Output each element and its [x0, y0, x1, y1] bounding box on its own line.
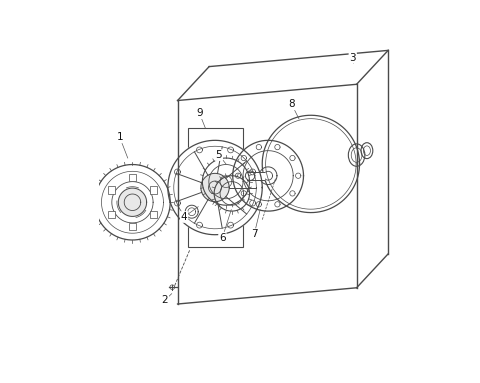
Polygon shape — [262, 115, 360, 213]
Polygon shape — [168, 140, 262, 235]
Text: 8: 8 — [288, 99, 295, 110]
Bar — [129, 174, 136, 181]
Text: 5: 5 — [216, 150, 222, 160]
Bar — [150, 187, 157, 193]
Polygon shape — [185, 205, 198, 218]
Polygon shape — [214, 176, 250, 211]
Text: 9: 9 — [196, 108, 203, 118]
Polygon shape — [233, 140, 303, 211]
Polygon shape — [247, 172, 264, 180]
Ellipse shape — [348, 144, 365, 166]
Bar — [108, 187, 115, 193]
Text: 6: 6 — [219, 232, 226, 243]
Text: 7: 7 — [251, 229, 258, 239]
Text: 4: 4 — [181, 212, 187, 222]
Polygon shape — [201, 173, 229, 202]
Text: 2: 2 — [162, 295, 168, 305]
Text: 1: 1 — [117, 133, 123, 142]
Bar — [150, 211, 157, 218]
Bar — [129, 223, 136, 230]
Polygon shape — [245, 171, 255, 180]
Bar — [108, 211, 115, 218]
Ellipse shape — [361, 143, 373, 159]
Polygon shape — [95, 165, 170, 240]
Polygon shape — [203, 158, 250, 205]
Polygon shape — [118, 188, 146, 216]
Text: 3: 3 — [349, 53, 356, 63]
